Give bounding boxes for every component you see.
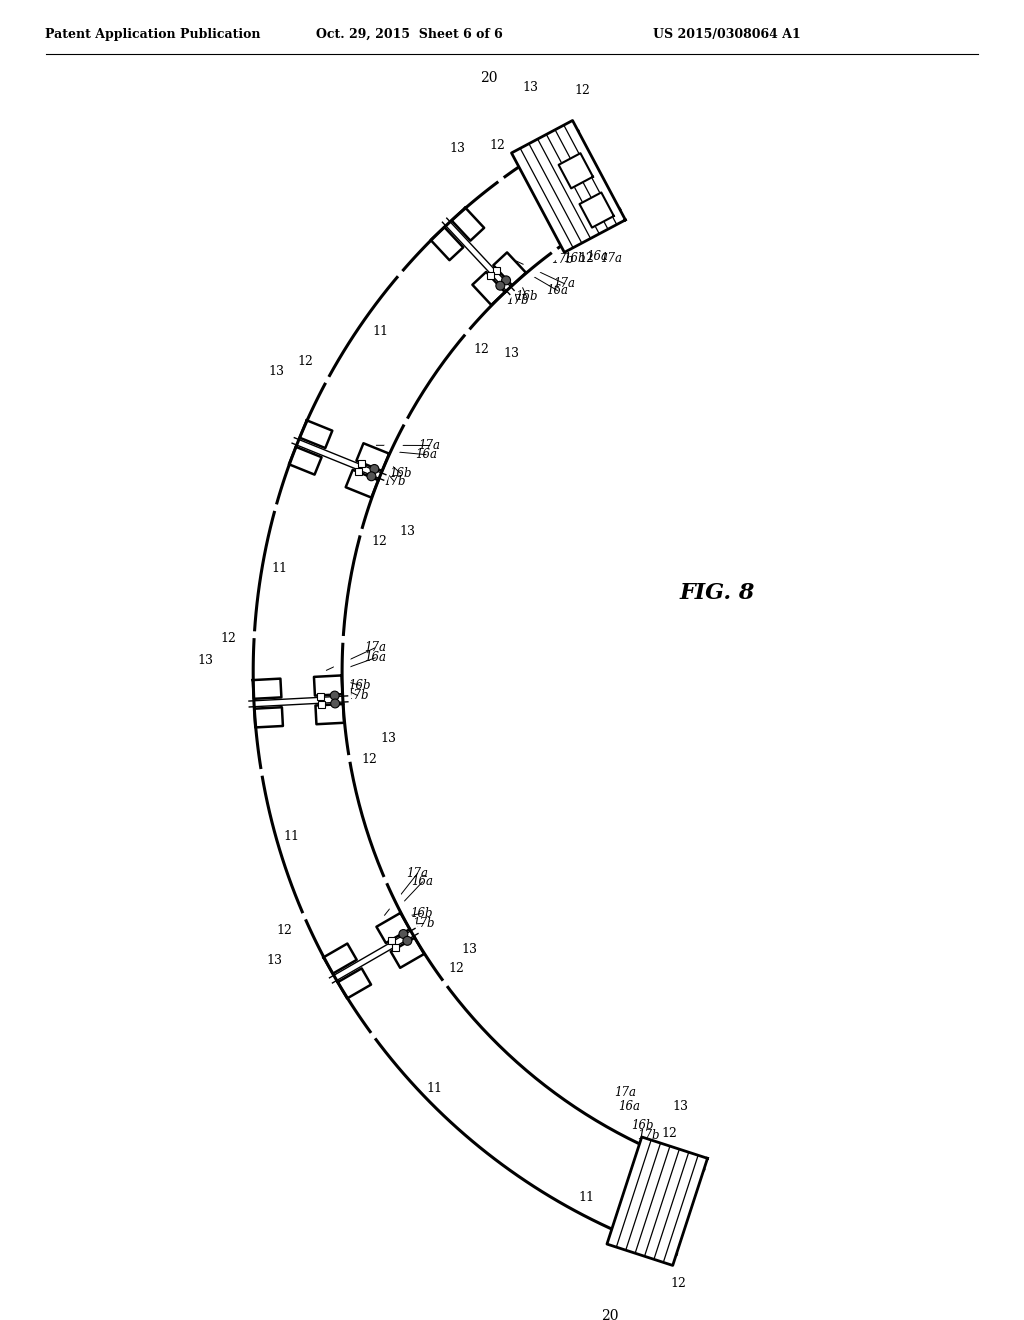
Text: 11: 11 — [578, 1191, 594, 1204]
Polygon shape — [289, 447, 322, 475]
Text: 12: 12 — [220, 632, 237, 644]
Text: 17a: 17a — [364, 642, 386, 655]
Bar — [317, 701, 325, 708]
Circle shape — [370, 465, 379, 474]
Polygon shape — [607, 1137, 708, 1266]
Polygon shape — [253, 678, 282, 698]
Polygon shape — [472, 272, 505, 305]
Text: 16b: 16b — [515, 290, 538, 302]
Text: 13: 13 — [449, 143, 465, 156]
Circle shape — [331, 692, 339, 700]
Text: 17b: 17b — [413, 917, 435, 931]
Text: 11: 11 — [284, 830, 299, 843]
Polygon shape — [391, 937, 424, 968]
Polygon shape — [346, 470, 379, 498]
Text: 17a: 17a — [614, 1086, 636, 1100]
Text: 17b: 17b — [551, 253, 573, 267]
Text: 13: 13 — [673, 1101, 689, 1114]
Text: 13: 13 — [504, 347, 520, 359]
Text: 13: 13 — [461, 942, 477, 956]
Circle shape — [402, 936, 412, 945]
Circle shape — [496, 281, 505, 290]
Text: 16a: 16a — [365, 651, 386, 664]
Text: 16b: 16b — [631, 1119, 653, 1131]
Bar — [494, 267, 500, 273]
Text: 11: 11 — [561, 152, 578, 165]
Text: 11: 11 — [426, 1081, 442, 1094]
Polygon shape — [512, 120, 626, 252]
Text: 16a: 16a — [412, 875, 433, 888]
Circle shape — [399, 929, 408, 939]
Text: 13: 13 — [268, 364, 284, 378]
Text: 12: 12 — [276, 924, 293, 937]
Polygon shape — [559, 153, 593, 189]
Polygon shape — [452, 207, 484, 240]
Text: 16b: 16b — [389, 466, 412, 479]
Text: 17a: 17a — [554, 277, 575, 290]
Circle shape — [331, 700, 340, 708]
Circle shape — [367, 471, 376, 480]
Text: Oct. 29, 2015  Sheet 6 of 6: Oct. 29, 2015 Sheet 6 of 6 — [315, 28, 503, 41]
Text: 17b: 17b — [506, 294, 528, 308]
Polygon shape — [356, 444, 389, 471]
Text: 13: 13 — [198, 653, 214, 667]
Text: 12: 12 — [574, 83, 590, 96]
Text: 17b: 17b — [346, 689, 369, 702]
Text: 12: 12 — [371, 535, 387, 548]
Text: 17a: 17a — [407, 867, 428, 880]
Bar — [392, 944, 399, 952]
Text: 12: 12 — [662, 1127, 678, 1140]
Text: 12: 12 — [449, 962, 465, 975]
Polygon shape — [338, 969, 371, 998]
Text: 17a: 17a — [600, 252, 622, 265]
Text: 17b: 17b — [637, 1129, 659, 1142]
Text: 13: 13 — [266, 953, 283, 966]
Text: 16b: 16b — [563, 252, 585, 265]
Text: FIG. 8: FIG. 8 — [680, 582, 755, 603]
Text: 11: 11 — [372, 325, 388, 338]
Text: 12: 12 — [361, 752, 378, 766]
Text: 12: 12 — [489, 139, 505, 152]
Text: 12: 12 — [473, 343, 489, 355]
Text: 17b: 17b — [383, 475, 406, 487]
Text: 12: 12 — [579, 252, 595, 264]
Text: 12: 12 — [671, 1278, 686, 1291]
Polygon shape — [431, 227, 463, 260]
Text: US 2015/0308064 A1: US 2015/0308064 A1 — [653, 28, 801, 41]
Polygon shape — [314, 676, 343, 696]
Text: 13: 13 — [380, 733, 396, 746]
Bar — [487, 272, 495, 279]
Text: 11: 11 — [271, 562, 287, 574]
Text: 20: 20 — [601, 1308, 618, 1320]
Polygon shape — [300, 420, 333, 447]
Text: 16a: 16a — [547, 284, 568, 297]
Bar — [317, 693, 325, 700]
Polygon shape — [324, 944, 356, 974]
Text: 17a: 17a — [419, 440, 440, 451]
Text: Patent Application Publication: Patent Application Publication — [45, 28, 260, 41]
Text: 16a: 16a — [586, 249, 608, 263]
Bar — [355, 467, 362, 475]
Circle shape — [502, 276, 511, 285]
Text: 16b: 16b — [348, 678, 371, 692]
Text: 20: 20 — [479, 71, 498, 84]
Text: 16b: 16b — [410, 907, 432, 920]
Polygon shape — [315, 704, 344, 725]
Polygon shape — [494, 252, 526, 285]
Text: 16a: 16a — [415, 449, 437, 461]
Text: 16a: 16a — [618, 1100, 641, 1113]
Bar — [388, 937, 395, 944]
Text: 12: 12 — [298, 355, 313, 368]
Polygon shape — [377, 913, 410, 942]
Text: 13: 13 — [399, 525, 416, 539]
Polygon shape — [254, 708, 283, 727]
Text: 13: 13 — [522, 81, 539, 94]
Bar — [358, 461, 365, 467]
Polygon shape — [580, 193, 613, 227]
